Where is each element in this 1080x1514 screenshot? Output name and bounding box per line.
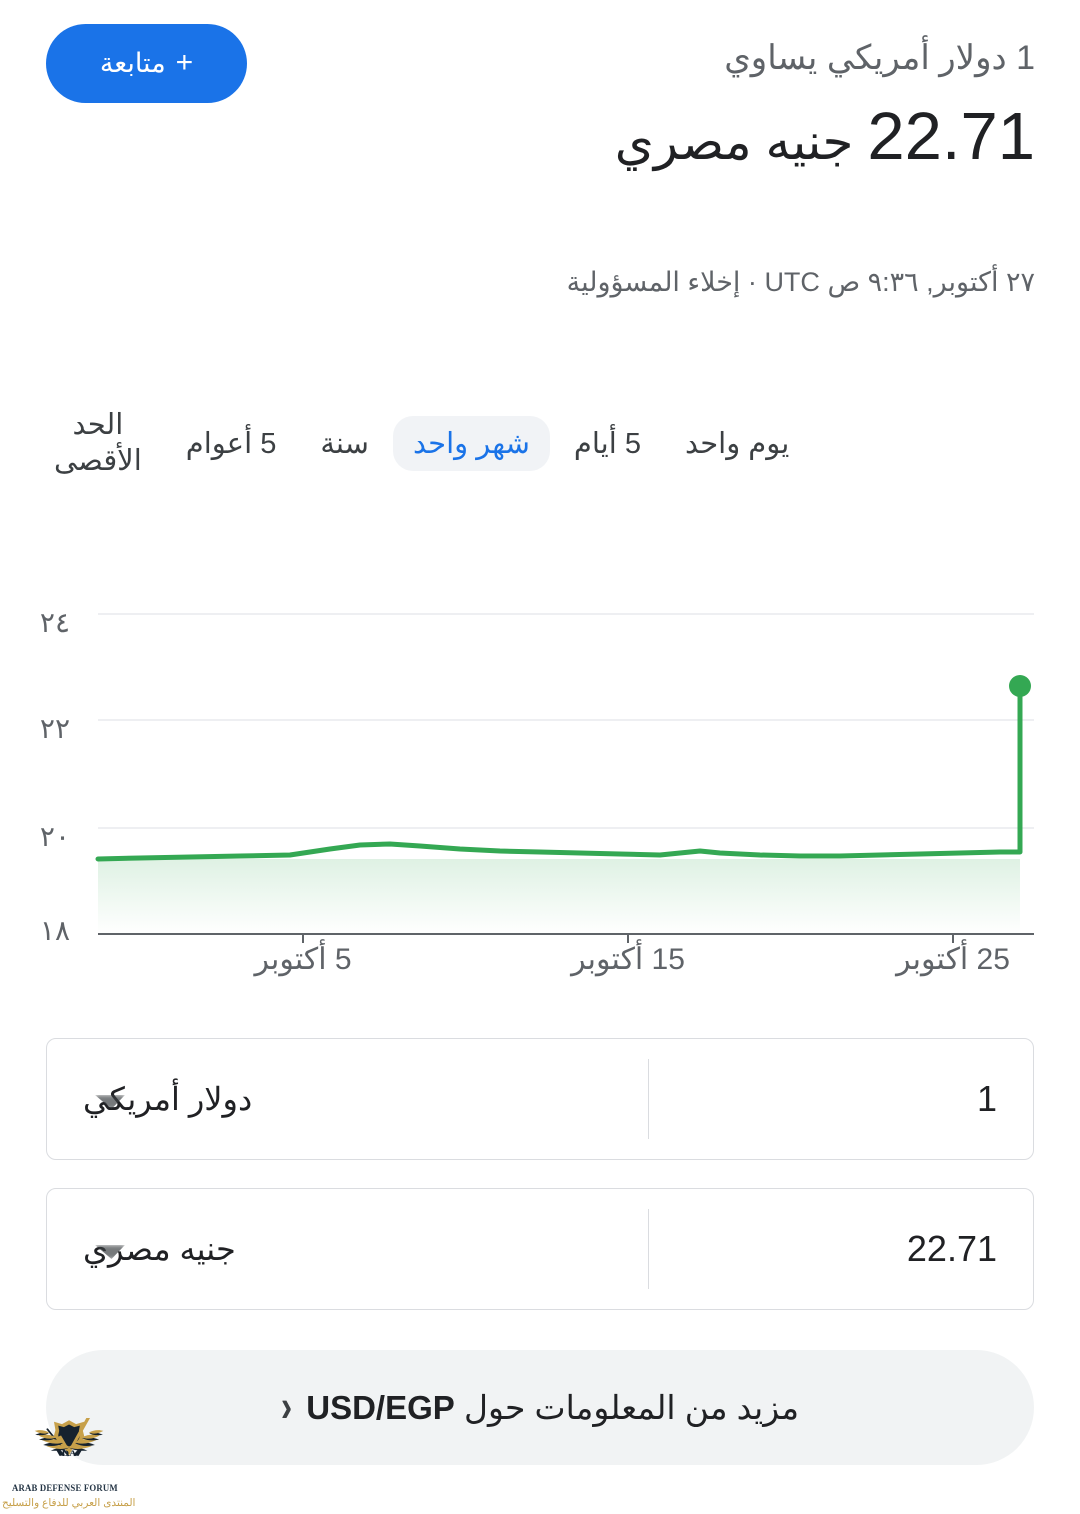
svg-text:DA: DA [62, 1450, 77, 1459]
